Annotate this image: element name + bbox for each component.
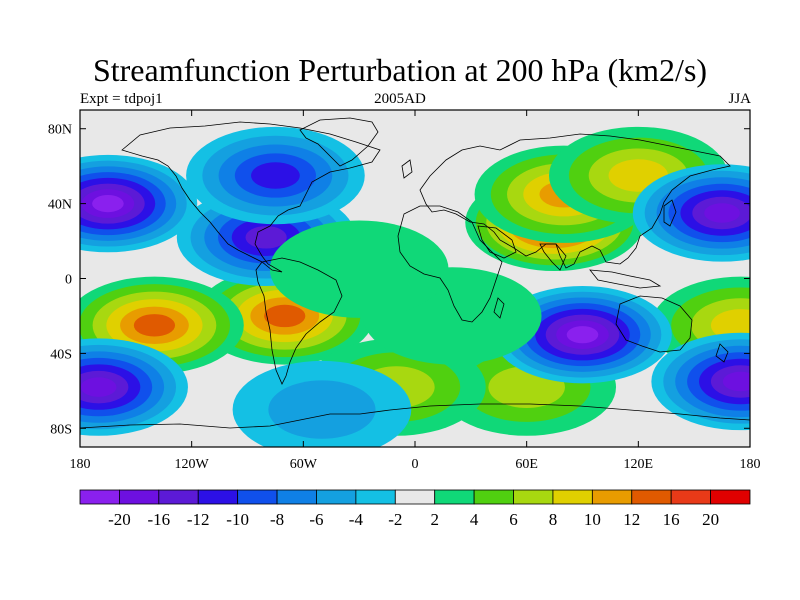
coast-arabia (477, 225, 517, 259)
contour-band-3-5 (264, 304, 306, 328)
map-title: Streamfunction Perturbation at 200 hPa (… (92, 52, 708, 88)
coast-antarctica (80, 403, 750, 429)
y-tick-label-2: 0 (65, 273, 72, 288)
colorbar-box-7 (355, 489, 396, 505)
x-tick-label-5: 120E (624, 457, 654, 472)
coast-africa (397, 205, 503, 323)
contour-band-10-5 (245, 226, 287, 249)
contour-band-4-5 (133, 314, 176, 337)
colorbar-box-10 (473, 489, 514, 505)
coastlines (80, 117, 750, 429)
map-axes: 180 120W 60W 0 60E 120E 180 80N 40N 0 40S 80S (48, 110, 761, 472)
x-tick-label-0: 180 (70, 457, 91, 472)
colorbar-box-15 (670, 489, 711, 505)
contour-band-12-7 (566, 326, 599, 344)
y-tick-label-1: 40N (48, 198, 72, 213)
x-tick-label-6: 180 (740, 457, 761, 472)
experiment-label: Expt = tdpoj1 (80, 91, 163, 107)
colorbar-label-15: 20 (702, 510, 719, 529)
y-tick-label-0: 80N (48, 123, 72, 138)
y-tick-label-4: 80S (50, 422, 72, 437)
colorbar-box-12 (552, 489, 593, 505)
contour-band-8-7 (92, 195, 124, 213)
colorbar-label-6: -4 (349, 510, 364, 529)
streamfunction-field (80, 126, 750, 447)
colorbar-label-13: 12 (623, 510, 640, 529)
colorbar-label-5: -6 (309, 510, 323, 529)
colorbar-box-5 (276, 489, 317, 505)
colorbar-box-4 (237, 489, 278, 505)
x-tick-label-4: 60E (515, 457, 538, 472)
colorbar-box-8 (394, 489, 436, 505)
colorbar-label-4: -8 (270, 510, 284, 529)
colorbar-box-6 (316, 489, 357, 505)
colorbar-label-0: -20 (108, 510, 131, 529)
colorbar-box-3 (197, 489, 239, 505)
colorbar-label-11: 8 (549, 510, 558, 529)
coast-indonesia (589, 269, 662, 289)
contour-band-14-6 (722, 371, 750, 392)
x-tick-label-3: 0 (412, 457, 419, 472)
contour-band-17-0 (269, 220, 449, 318)
colorbar-box-0 (79, 489, 120, 505)
colorbar-box-14 (631, 489, 672, 505)
coast-uk (401, 159, 413, 179)
colorbar-label-8: 2 (430, 510, 439, 529)
colorbar-box-13 (591, 489, 633, 505)
coast-greenland (299, 117, 379, 167)
x-tick-label-2: 60W (290, 457, 318, 472)
colorbar-label-3: -10 (226, 510, 249, 529)
colorbar-label-14: 16 (663, 510, 680, 529)
colorbar-label-12: 10 (584, 510, 601, 529)
coast-new-zealand (715, 343, 729, 363)
coast-madagascar (493, 297, 505, 319)
x-tick-label-1: 120W (175, 457, 210, 472)
y-tick-label-3: 40S (50, 347, 72, 362)
contour-band-9-6 (704, 203, 740, 223)
season-label: JJA (728, 91, 751, 107)
contour-band-13-6 (80, 377, 117, 397)
coast-india (539, 243, 567, 271)
colorbar-label-9: 4 (470, 510, 479, 529)
contour-band-11-4 (251, 162, 300, 189)
coast-japan (663, 199, 677, 227)
coast-north-america (121, 121, 381, 273)
colorbar-box-11 (513, 489, 554, 505)
colorbar-label-1: -16 (147, 510, 170, 529)
colorbar: -20 -16 -12 -10 -8 -6 -4 -2 2 4 6 8 10 12 16 20 (79, 489, 751, 529)
colorbar-box-16 (710, 489, 751, 505)
coast-south-america (255, 257, 343, 385)
coast-eurasia (419, 133, 731, 269)
colorbar-box-2 (158, 489, 199, 505)
colorbar-label-2: -12 (187, 510, 210, 529)
colorbar-label-7: -2 (388, 510, 402, 529)
coast-australia (615, 295, 693, 353)
colorbar-label-10: 6 (509, 510, 518, 529)
year-label: 2005AD (374, 91, 426, 107)
contour-band-15-1 (268, 380, 376, 439)
colorbar-box-9 (434, 489, 475, 505)
colorbar-box-1 (119, 489, 160, 505)
